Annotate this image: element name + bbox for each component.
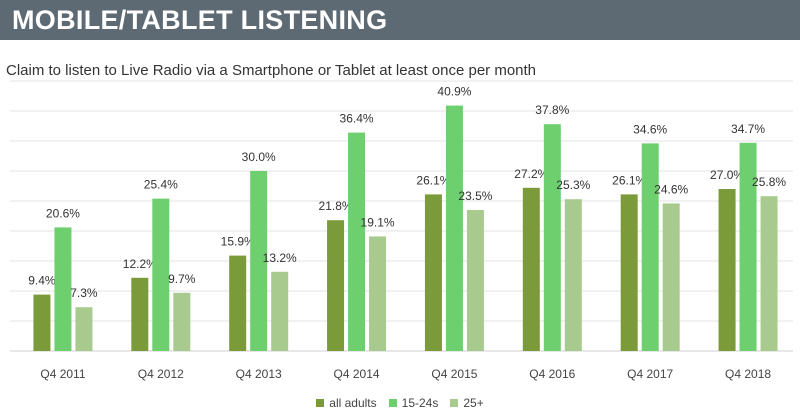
bar: [327, 220, 345, 351]
data-label: 34.6%: [633, 122, 667, 136]
x-tick-label: Q4 2011: [40, 367, 85, 381]
x-tick-label: Q4 2018: [725, 367, 771, 381]
x-tick-label: Q4 2013: [236, 367, 282, 381]
chart-title: Claim to listen to Live Radio via a Smar…: [6, 62, 537, 79]
legend-swatch: [316, 399, 325, 407]
bar: [662, 203, 680, 351]
data-label: 37.8%: [535, 103, 569, 117]
bar: [522, 187, 540, 351]
chart-legend: all adults 15-24s 25+: [0, 396, 800, 410]
data-label: 24.6%: [654, 182, 688, 196]
legend-swatch: [388, 399, 397, 407]
x-tick-label: Q4 2017: [627, 367, 673, 381]
data-label: 40.9%: [437, 85, 471, 99]
data-label: 7.3%: [70, 286, 98, 300]
bar: [229, 255, 247, 351]
bar: [75, 307, 93, 351]
bar: [466, 210, 484, 351]
data-label: 12.2%: [123, 257, 157, 271]
bar: [620, 194, 638, 351]
bar: [33, 294, 51, 351]
data-label: 30.0%: [242, 150, 276, 164]
data-label: 13.2%: [263, 251, 297, 265]
data-label: 34.7%: [731, 122, 765, 136]
bar: [348, 132, 366, 351]
bar: [564, 199, 582, 351]
data-label: 9.4%: [28, 274, 56, 288]
data-label: 25.3%: [556, 178, 590, 192]
bar: [543, 124, 561, 351]
bar: [718, 189, 736, 351]
bar: [445, 105, 463, 351]
legend-label: all adults: [329, 396, 377, 410]
bar: [271, 271, 289, 351]
bar: [152, 198, 170, 351]
data-label: 26.1%: [416, 173, 450, 187]
data-label: 27.0%: [710, 168, 744, 182]
data-label: 9.7%: [168, 272, 196, 286]
x-tick-label: Q4 2016: [529, 367, 575, 381]
legend-label: 15-24s: [401, 396, 439, 410]
bar: [250, 171, 268, 351]
data-label: 27.2%: [514, 167, 548, 181]
data-label: 23.5%: [458, 189, 492, 203]
x-tick-label: Q4 2015: [431, 367, 477, 381]
page-title: MOBILE/TABLET LISTENING: [12, 5, 388, 35]
header-bar: MOBILE/TABLET LISTENING: [0, 0, 800, 40]
legend-label: 25+: [463, 396, 484, 410]
data-label: 20.6%: [46, 206, 80, 220]
legend-item: all adults: [316, 396, 377, 410]
x-tick-label: Q4 2012: [138, 367, 184, 381]
data-label: 15.9%: [221, 235, 255, 249]
legend-item: 25+: [450, 396, 484, 410]
bar: [369, 236, 387, 351]
bar: [760, 196, 778, 351]
legend-swatch: [450, 399, 459, 407]
data-label: 19.1%: [361, 215, 395, 229]
data-label: 36.4%: [340, 112, 374, 126]
bar: [641, 143, 659, 351]
x-tick-label: Q4 2014: [334, 367, 380, 381]
data-label: 21.8%: [319, 199, 353, 213]
bar: [739, 142, 757, 351]
data-label: 26.1%: [612, 173, 646, 187]
bar: [131, 277, 149, 351]
data-label: 25.8%: [752, 175, 786, 189]
legend-item: 15-24s: [388, 396, 439, 410]
bar: [54, 227, 72, 351]
bar: [424, 194, 442, 351]
data-label: 25.4%: [144, 178, 178, 192]
bar: [173, 292, 191, 351]
